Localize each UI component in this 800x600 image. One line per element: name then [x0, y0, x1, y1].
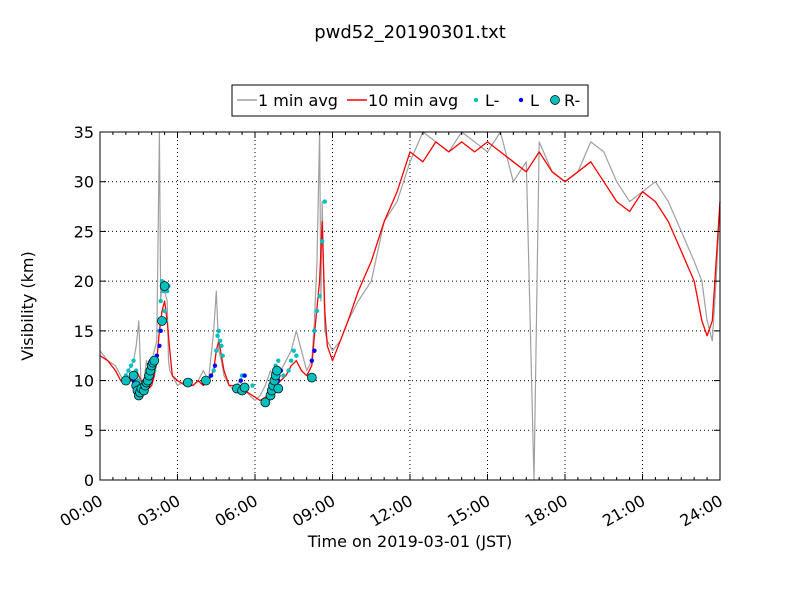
rain-point	[286, 368, 291, 373]
rain-point	[319, 239, 325, 244]
chart-title: pwd52_20190301.txt	[314, 22, 506, 43]
series-r-	[120, 281, 317, 408]
r-minus-point	[120, 375, 131, 386]
r-minus-point	[182, 377, 193, 388]
series-10-min-avg	[99, 141, 721, 402]
legend-label: 1 min avg	[258, 91, 338, 110]
rain-point	[157, 343, 162, 348]
rain-point	[288, 358, 294, 363]
r-minus-point	[149, 355, 160, 366]
y-axis-label: Visibility (km)	[18, 251, 37, 360]
rain-point	[312, 328, 317, 334]
rain-point	[314, 308, 320, 314]
rain-point	[211, 368, 216, 373]
legend-label: 10 min avg	[368, 91, 458, 110]
legend-label: R-	[564, 91, 580, 110]
rain-point	[131, 358, 136, 363]
rain-point	[322, 199, 327, 204]
rain-point	[219, 343, 224, 348]
r-minus-point	[272, 365, 282, 376]
r-minus-point	[306, 372, 317, 383]
r-minus-point	[201, 375, 211, 386]
rain-point	[208, 373, 214, 378]
data-series	[99, 131, 721, 481]
rain-point	[128, 363, 134, 368]
y-tick-label: 25	[74, 222, 94, 241]
x-axis-label: Time on 2019-03-01 (JST)	[307, 532, 512, 551]
rain-point	[214, 348, 219, 353]
rain-point	[215, 333, 220, 339]
rain-point	[281, 373, 286, 378]
legend-label: L	[530, 91, 539, 110]
y-tick-label: 15	[74, 322, 94, 341]
legend-label: L-	[485, 91, 499, 110]
rain-point	[312, 348, 317, 353]
legend-dot-swatch	[473, 97, 479, 103]
rain-point	[212, 363, 218, 368]
legend-dot-swatch	[518, 97, 524, 103]
r-minus-point	[273, 383, 284, 394]
r-minus-point	[128, 370, 139, 381]
r-minus-point	[239, 382, 250, 393]
rain-point	[294, 353, 299, 358]
r-minus-point	[159, 281, 170, 291]
series-line	[99, 141, 721, 402]
rain-point	[162, 308, 167, 314]
rain-point	[216, 328, 222, 334]
rain-point	[158, 328, 163, 334]
y-tick-label: 20	[74, 272, 94, 291]
rain-point	[309, 358, 315, 363]
rain-point	[158, 298, 163, 304]
rain-point	[276, 358, 281, 363]
legend-circle-swatch	[550, 95, 560, 105]
legend-box	[231, 84, 589, 117]
rain-point	[238, 378, 243, 383]
y-tick-label: 0	[84, 471, 94, 490]
rain-point	[250, 383, 255, 388]
y-tick-label: 30	[74, 173, 94, 192]
rain-point	[217, 338, 223, 343]
rain-point	[220, 353, 225, 358]
y-tick-label: 35	[74, 123, 94, 142]
r-minus-point	[260, 397, 271, 408]
rain-point	[291, 348, 296, 353]
r-minus-point	[157, 316, 167, 326]
y-tick-label: 5	[84, 421, 94, 440]
y-tick-label: 10	[74, 372, 94, 391]
legend: 1 min avg 10 min avg L- L R-	[231, 84, 589, 117]
rain-point	[317, 293, 322, 299]
rain-point	[126, 368, 131, 373]
rain-point	[242, 373, 247, 378]
